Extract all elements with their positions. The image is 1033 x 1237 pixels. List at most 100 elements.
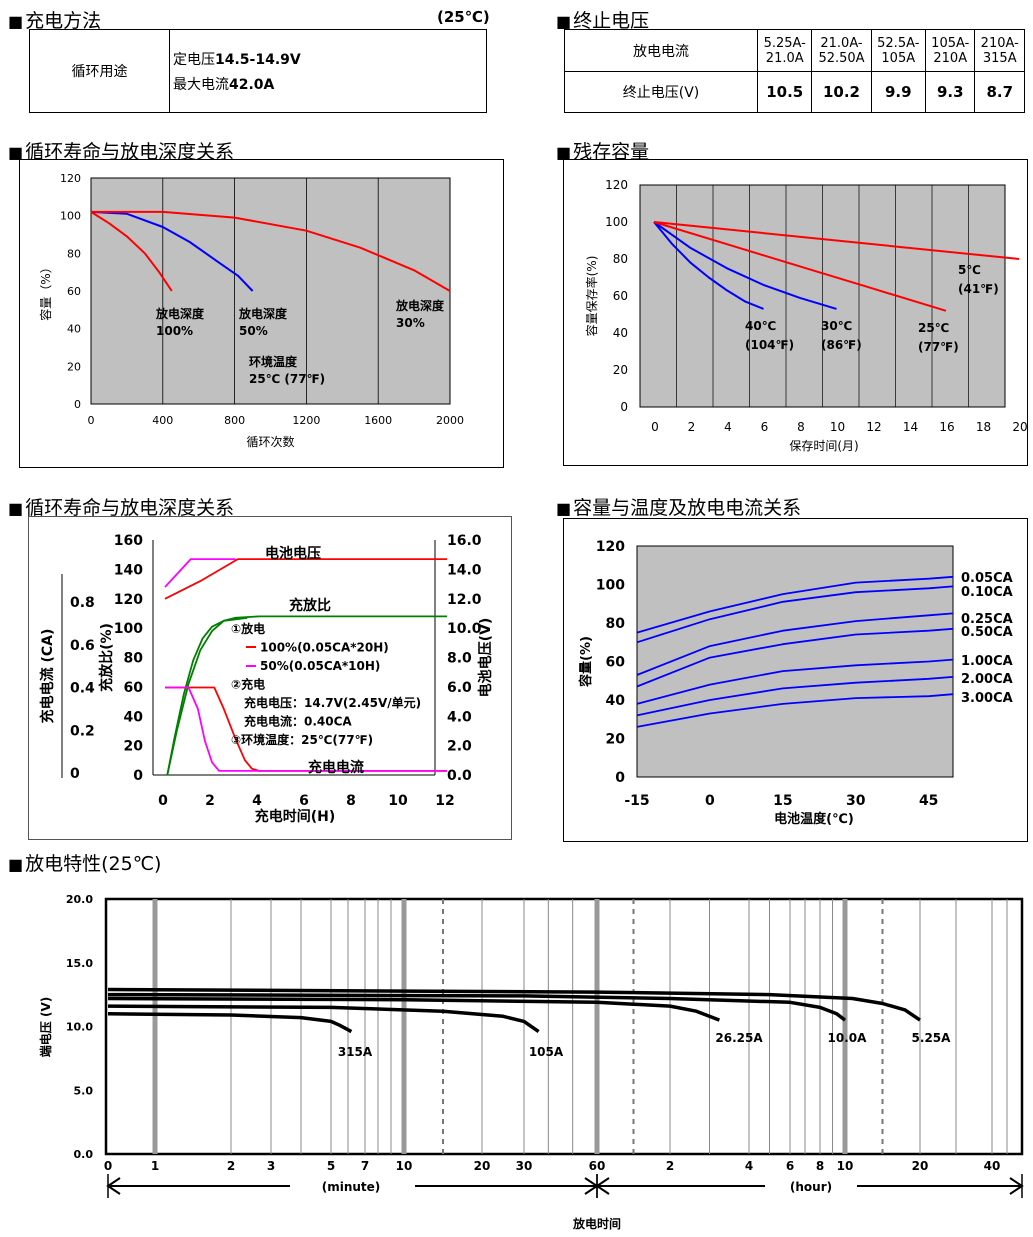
cycle-life-title-text: 循环寿命与放电深度关系 [25, 141, 235, 163]
y-axis-label: 容量（%） [38, 261, 53, 320]
charge-line-2: 最大电流42.0A [173, 74, 485, 94]
x-tick-label: 6 [761, 420, 769, 434]
residual-capacity-chart: 0 2 4 6 8 10 12 14 16 18 20 0 20 40 60 80 100 120 保存时间(月) 容… [584, 178, 1028, 453]
cutoff-current-3: 105A- 210A [924, 29, 976, 72]
cutoff-voltage-0: 10.5 [756, 71, 813, 113]
cycle-life-title: ■ 循环寿命与放电深度关系 [8, 137, 234, 164]
x-tick-label: -15 [624, 793, 649, 809]
series-label: 30% [396, 316, 425, 330]
cutoff-current-0-a: 5.25A- [763, 35, 806, 51]
series-label: 0.50CA [961, 625, 1013, 640]
series-line-1 [107, 1004, 540, 1034]
plot-area [104, 897, 1024, 1156]
cutoff-row1-label: 放电电流 [564, 29, 758, 72]
cutoff-current-4-b: 315A [982, 50, 1017, 66]
y-tick-label: 10.0 [66, 1021, 93, 1034]
y3-axis-label: 充电电流 (CA) [39, 629, 56, 724]
temp-capacity-title-text: 容量与温度及放电电流关系 [573, 497, 802, 519]
x-tick-label: 10 [388, 793, 408, 809]
series-line-0 [164, 558, 447, 600]
y-tick-label: 100 [60, 210, 81, 223]
cutoff-voltage-1: 10.2 [811, 71, 872, 113]
minute-tick-label: 7 [361, 1159, 369, 1173]
series-label: 5℃ [958, 263, 981, 277]
series-line-5 [636, 676, 954, 717]
series-line-3 [636, 627, 954, 688]
square-bullet-icon: ■ [8, 855, 24, 874]
y-tick-label: 160 [114, 533, 143, 549]
x-tick-label: 0 [705, 793, 715, 809]
minute-tick-label: 0 [104, 1159, 112, 1173]
y-tick-label: 0 [74, 398, 81, 411]
minute-tick-label: 20 [474, 1159, 491, 1173]
y-tick-label: 120 [60, 172, 81, 185]
x-tick-label: 400 [152, 414, 173, 427]
discharge-characteristics-chart: 0.0 5.0 10.0 15.0 20.0 端电压 (V) 0 1 2 3 5 7 10 20 30 60 2… [38, 893, 1024, 1231]
series-label: 315A [338, 1045, 373, 1059]
y2-tick-label: 6.0 [447, 680, 472, 696]
cutoff-voltage-title: ■ 终止电压 [556, 6, 649, 33]
x-tick-label: 0 [158, 793, 168, 809]
y-tick-label: 40 [613, 326, 628, 340]
minute-tick-label: 60 [589, 1159, 606, 1173]
series-line-0 [107, 1012, 353, 1034]
x-axis-label: 放电时间 [572, 1216, 621, 1231]
series-line-4 [107, 987, 921, 1022]
charge-method-table: 循环用途 定电压14.5-14.9V 最大电流42.0A [29, 29, 487, 113]
series-label: (104℉) [745, 338, 794, 352]
y3-tick-label: 0.6 [70, 638, 95, 654]
cutoff-current-2: 52.5A- 105A [870, 29, 927, 72]
x-axis-label: 电池温度(℃) [774, 811, 854, 827]
y-tick-label: 120 [605, 178, 628, 192]
series-label: 放电深度 [155, 306, 205, 321]
x-tick-label: 8 [346, 793, 356, 809]
y-tick-label: 20 [606, 732, 626, 748]
y-tick-label: 20 [67, 360, 81, 373]
arrow-head [595, 1177, 610, 1195]
cutoff-current-1: 21.0A- 52.50A [811, 29, 872, 72]
cutoff-current-4-a: 210A- [980, 35, 1019, 51]
series-label: 26.25A [715, 1031, 763, 1045]
y-tick-label: 0 [620, 400, 628, 414]
series-line-2 [107, 996, 721, 1022]
x-tick-label: 6 [299, 793, 309, 809]
legend-line: ①放电 [231, 621, 265, 636]
hour-unit-label: (hour) [790, 1180, 832, 1194]
x-tick-label: 4 [252, 793, 262, 809]
y3-tick-label: 0.4 [70, 681, 95, 697]
square-bullet-icon: ■ [556, 12, 572, 31]
y2-tick-label: 14.0 [447, 562, 482, 578]
series-label: 25℃ [918, 321, 949, 335]
series-line-4 [636, 658, 954, 705]
y-tick-label: 20 [124, 739, 144, 755]
y-tick-label: 80 [606, 616, 626, 632]
cutoff-current-2-b: 105A [881, 50, 916, 66]
charge-method-temp: (25℃) [437, 8, 490, 26]
y-tick-label: 60 [606, 655, 626, 671]
series-line-3 [107, 992, 847, 1022]
discharge-title-text: 放电特性(25℃) [25, 853, 162, 875]
y-tick-label: 100 [605, 215, 628, 229]
hour-tick-label: 2 [666, 1159, 674, 1173]
y-tick-label: 60 [613, 289, 628, 303]
minute-tick-label: 5 [327, 1159, 335, 1173]
y2-tick-label: 12.0 [447, 592, 482, 608]
x-tick-label: 800 [224, 414, 245, 427]
hour-tick-label: 8 [816, 1159, 824, 1173]
hour-tick-label: 4 [745, 1159, 753, 1173]
plot-area [90, 177, 451, 405]
square-bullet-icon: ■ [8, 499, 24, 518]
series-label: 100% [156, 324, 193, 338]
x-tick-label: 45 [919, 793, 938, 809]
minute-tick-label: 10 [396, 1159, 413, 1173]
charge-characteristics-chart: 0204060801001201401600.02.04.06.08.010.0… [39, 533, 494, 825]
residual-chart-frame: 0 2 4 6 8 10 12 14 16 18 20 0 20 40 60 80 100 120 保存时间(月) 容… [563, 159, 1028, 466]
series-label: 0.25CA [961, 612, 1013, 627]
current-label: 充电电流 [308, 759, 364, 776]
x-tick-label: 2 [688, 420, 696, 434]
minute-tick-label: 30 [516, 1159, 533, 1173]
series-line-1 [164, 558, 236, 588]
series-line-1 [653, 221, 837, 310]
series-line-2 [636, 612, 954, 676]
y3-tick-label: 0 [70, 766, 80, 782]
